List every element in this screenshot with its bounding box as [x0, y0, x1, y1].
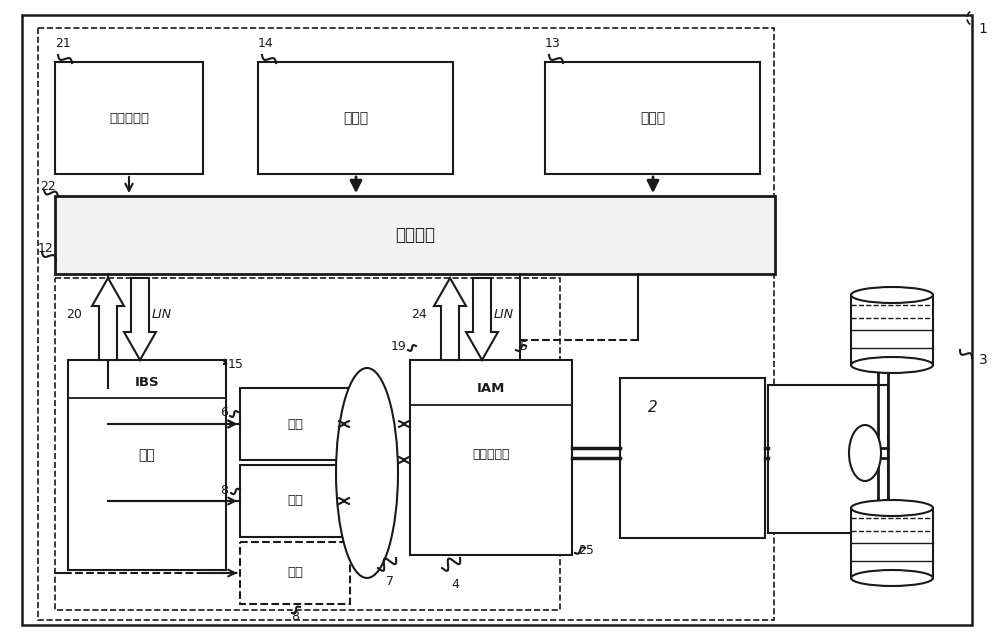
Text: 3: 3 [979, 353, 987, 367]
Bar [410, 360, 572, 555]
Text: 19: 19 [390, 339, 406, 353]
Text: 负载: 负载 [287, 494, 303, 507]
Ellipse shape [849, 425, 881, 481]
Ellipse shape [851, 500, 933, 516]
Text: IAM: IAM [477, 382, 505, 394]
Bar [851, 508, 933, 578]
Text: 交流发电机: 交流发电机 [472, 449, 510, 461]
Polygon shape [466, 278, 498, 360]
Bar [240, 465, 350, 537]
Polygon shape [92, 278, 124, 360]
Text: LIN: LIN [152, 309, 172, 322]
Text: 14: 14 [258, 37, 274, 50]
Bar [545, 62, 760, 174]
Text: 4: 4 [451, 578, 459, 591]
Text: 存储器: 存储器 [343, 111, 369, 125]
Bar [851, 295, 933, 365]
Text: 12: 12 [38, 242, 54, 255]
Ellipse shape [851, 357, 933, 373]
Polygon shape [124, 278, 156, 360]
Text: 传感器: 传感器 [640, 111, 666, 125]
Bar [620, 378, 765, 538]
Text: 8: 8 [291, 610, 299, 623]
Bar [55, 278, 560, 610]
Text: 24: 24 [411, 309, 427, 322]
Text: 6: 6 [220, 406, 228, 419]
Bar [768, 385, 888, 533]
Text: 8: 8 [220, 484, 228, 496]
Text: 处理单元: 处理单元 [395, 226, 435, 244]
Text: 负载: 负载 [287, 417, 303, 431]
Text: 7: 7 [386, 575, 394, 588]
Text: 25: 25 [578, 544, 594, 556]
Text: 2: 2 [648, 400, 658, 415]
Text: 22: 22 [40, 179, 56, 193]
Text: 负载: 负载 [287, 567, 303, 579]
Text: 21: 21 [55, 37, 71, 50]
Polygon shape [434, 278, 466, 360]
Bar [240, 388, 350, 460]
Text: 20: 20 [66, 309, 82, 322]
Ellipse shape [336, 368, 398, 578]
Bar [68, 360, 226, 570]
Text: 13: 13 [545, 37, 561, 50]
Bar [38, 28, 774, 620]
Text: 车辆仪表板: 车辆仪表板 [109, 112, 149, 124]
Text: IBS: IBS [135, 376, 159, 389]
Text: 电池: 电池 [139, 448, 155, 462]
Text: 15: 15 [228, 358, 244, 371]
Text: 5: 5 [520, 339, 528, 353]
Text: LIN: LIN [494, 309, 514, 322]
Bar [55, 62, 203, 174]
Bar [55, 196, 775, 274]
Ellipse shape [851, 287, 933, 303]
Text: 1: 1 [979, 22, 987, 36]
Ellipse shape [851, 570, 933, 586]
Bar [258, 62, 453, 174]
Bar [240, 542, 350, 604]
